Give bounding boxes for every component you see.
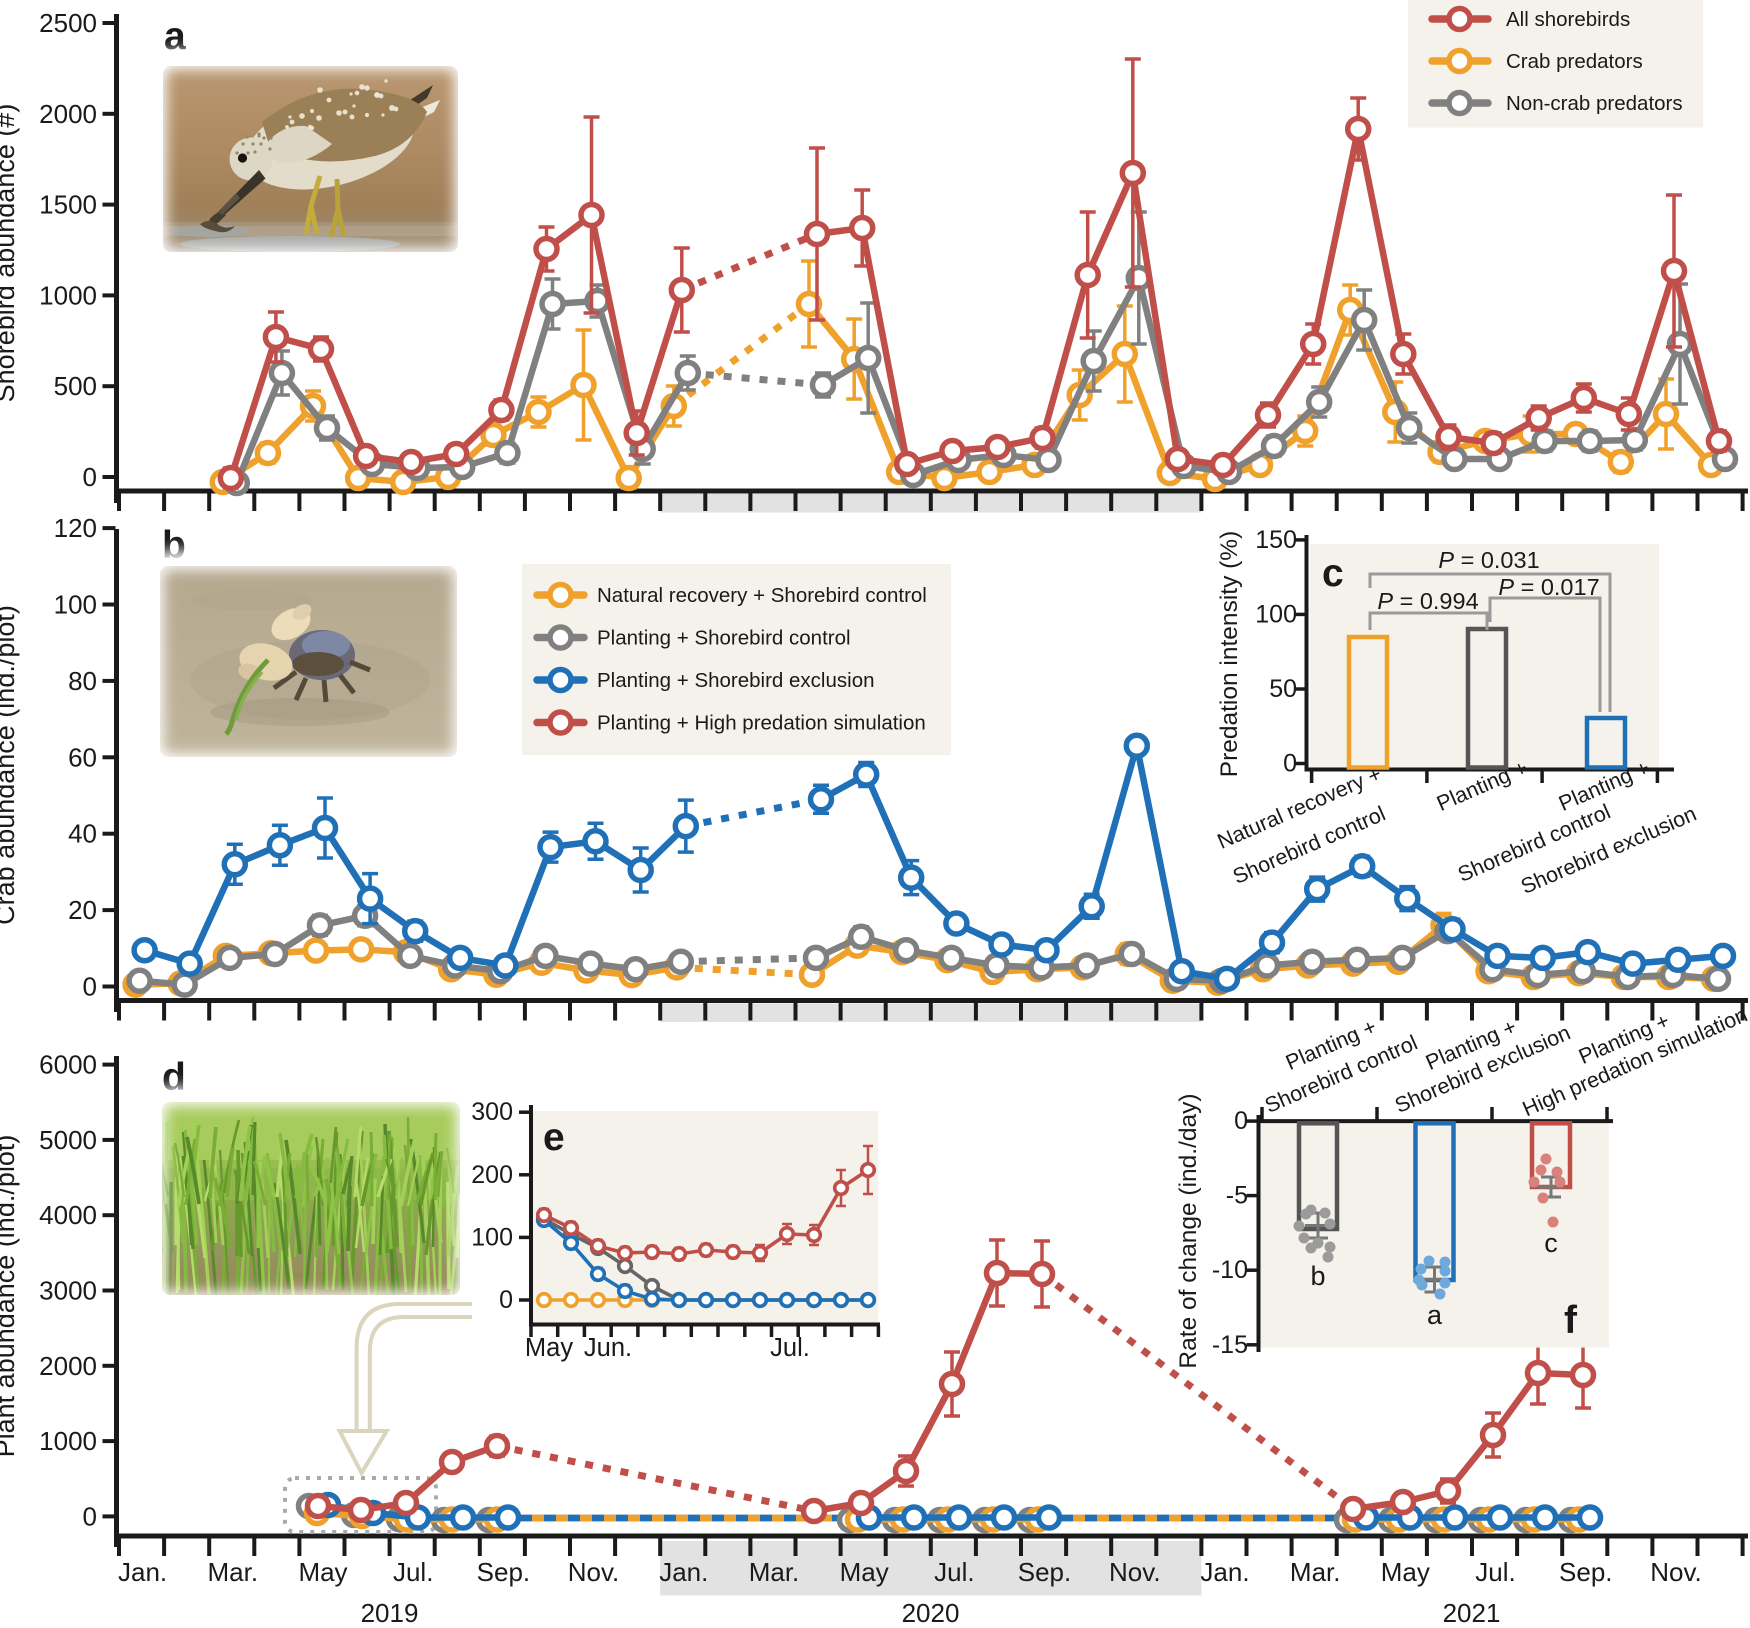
svg-text:b: b (1310, 1261, 1325, 1291)
svg-text:0: 0 (499, 1286, 513, 1314)
svg-text:Sep.: Sep. (1559, 1557, 1613, 1587)
svg-text:200: 200 (471, 1161, 513, 1189)
svg-text:0: 0 (1283, 750, 1297, 778)
svg-text:Natural recovery + Shorebird c: Natural recovery + Shorebird control (597, 584, 927, 607)
svg-text:P = 0.994: P = 0.994 (1377, 588, 1478, 614)
svg-text:P = 0.017: P = 0.017 (1498, 574, 1599, 600)
svg-text:Plant abundance (ind./plot): Plant abundance (ind./plot) (0, 1135, 20, 1458)
svg-text:150: 150 (1255, 526, 1297, 554)
svg-text:1000: 1000 (39, 280, 97, 310)
svg-text:4000: 4000 (39, 1200, 97, 1230)
svg-text:2021: 2021 (1443, 1598, 1501, 1628)
svg-text:0: 0 (83, 972, 97, 1002)
svg-text:40: 40 (68, 819, 97, 849)
svg-text:Crab predators: Crab predators (1506, 50, 1643, 73)
svg-text:Mar.: Mar. (1290, 1557, 1341, 1587)
svg-text:500: 500 (54, 371, 97, 401)
svg-text:2020: 2020 (902, 1598, 960, 1628)
svg-text:May: May (525, 1334, 573, 1362)
svg-text:May: May (298, 1557, 347, 1587)
svg-text:c: c (1322, 552, 1344, 595)
svg-text:2000: 2000 (39, 1351, 97, 1381)
svg-text:Nov.: Nov. (568, 1557, 620, 1587)
svg-text:c: c (1544, 1228, 1558, 1258)
svg-text:0: 0 (83, 462, 97, 492)
svg-text:1000: 1000 (39, 1426, 97, 1456)
svg-text:a: a (164, 15, 186, 58)
svg-text:2019: 2019 (361, 1598, 419, 1628)
svg-text:Sep.: Sep. (1018, 1557, 1072, 1587)
svg-text:Jan.: Jan. (659, 1557, 708, 1587)
svg-text:20: 20 (68, 895, 97, 925)
svg-text:-15: -15 (1212, 1331, 1248, 1359)
svg-text:1500: 1500 (39, 190, 97, 220)
svg-text:-5: -5 (1226, 1182, 1248, 1210)
svg-text:2500: 2500 (39, 8, 97, 38)
svg-text:May: May (840, 1557, 889, 1587)
svg-text:a: a (1427, 1300, 1443, 1330)
svg-text:5000: 5000 (39, 1125, 97, 1155)
svg-text:0: 0 (83, 1501, 97, 1531)
svg-text:120: 120 (54, 513, 97, 543)
svg-text:Non-crab predators: Non-crab predators (1506, 92, 1683, 115)
svg-text:e: e (543, 1116, 565, 1159)
svg-text:Mar.: Mar. (749, 1557, 800, 1587)
svg-text:2000: 2000 (39, 99, 97, 129)
svg-text:300: 300 (471, 1098, 513, 1126)
svg-text:May: May (1381, 1557, 1430, 1587)
svg-text:Planting + High predation simu: Planting + High predation simulation (597, 712, 926, 735)
svg-text:f: f (1564, 1299, 1578, 1342)
svg-text:Jun.: Jun. (584, 1334, 632, 1362)
svg-text:Nov.: Nov. (1650, 1557, 1702, 1587)
svg-text:Jul.: Jul. (770, 1334, 810, 1362)
svg-text:6000: 6000 (39, 1050, 97, 1080)
svg-text:Jul.: Jul. (393, 1557, 433, 1587)
svg-text:Nov.: Nov. (1109, 1557, 1161, 1587)
svg-text:Shorebird abundance (#): Shorebird abundance (#) (0, 104, 20, 403)
svg-text:Planting + Shorebird control: Planting + Shorebird control (597, 627, 851, 650)
svg-text:100: 100 (471, 1223, 513, 1251)
svg-text:3000: 3000 (39, 1276, 97, 1306)
svg-text:Predation intensity (%): Predation intensity (%) (1216, 531, 1243, 777)
svg-text:Jan.: Jan. (118, 1557, 167, 1587)
svg-text:50: 50 (1269, 675, 1297, 703)
svg-text:Planting + Shorebird exclusion: Planting + Shorebird exclusion (597, 669, 875, 692)
svg-text:All shorebirds: All shorebirds (1506, 8, 1630, 31)
svg-text:Jul.: Jul. (1475, 1557, 1515, 1587)
svg-text:0: 0 (1234, 1107, 1248, 1135)
svg-text:Jan.: Jan. (1200, 1557, 1249, 1587)
svg-text:Sep.: Sep. (477, 1557, 531, 1587)
svg-text:-10: -10 (1212, 1256, 1248, 1284)
svg-text:60: 60 (68, 742, 97, 772)
svg-text:100: 100 (54, 590, 97, 620)
svg-text:Rate of change (ind./day): Rate of change (ind./day) (1175, 1093, 1202, 1368)
svg-text:Mar.: Mar. (208, 1557, 259, 1587)
svg-text:100: 100 (1255, 600, 1297, 628)
svg-text:Jul.: Jul. (934, 1557, 974, 1587)
svg-text:Crab abundance (ind./plot): Crab abundance (ind./plot) (0, 605, 20, 925)
svg-text:80: 80 (68, 666, 97, 696)
svg-text:P = 0.031: P = 0.031 (1438, 547, 1539, 573)
